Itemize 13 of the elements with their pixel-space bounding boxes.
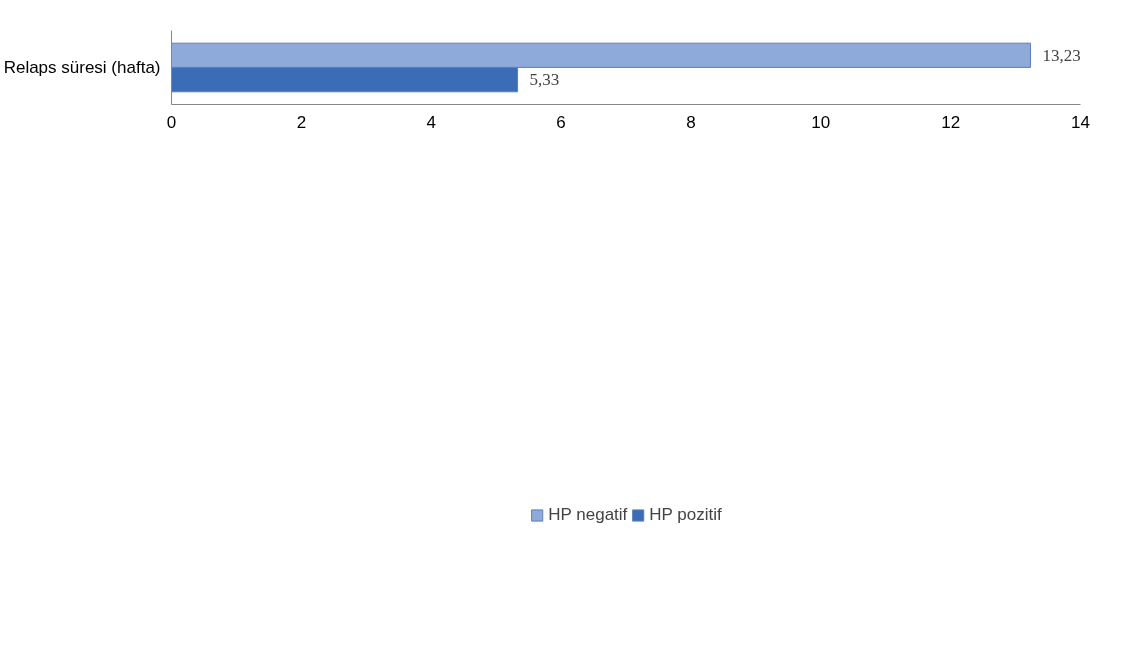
data-label: 5,33: [529, 70, 560, 90]
legend-label: HP pozitif: [649, 505, 722, 525]
x-tick-label: 4: [426, 112, 436, 132]
y-tick-label: Relaps süresi (hafta): [3, 58, 161, 77]
x-tick-label: 14: [1071, 112, 1090, 132]
legend-label: HP negatif: [548, 505, 628, 525]
x-tick-label: 10: [811, 112, 831, 132]
x-tick-label: 6: [556, 112, 566, 132]
x-tick-label: 12: [941, 112, 961, 132]
data-label: 13,23: [1042, 45, 1081, 65]
x-tick-label: 2: [296, 112, 307, 132]
x-tick-label: 8: [686, 112, 696, 132]
x-tick-label: 0: [166, 112, 177, 132]
